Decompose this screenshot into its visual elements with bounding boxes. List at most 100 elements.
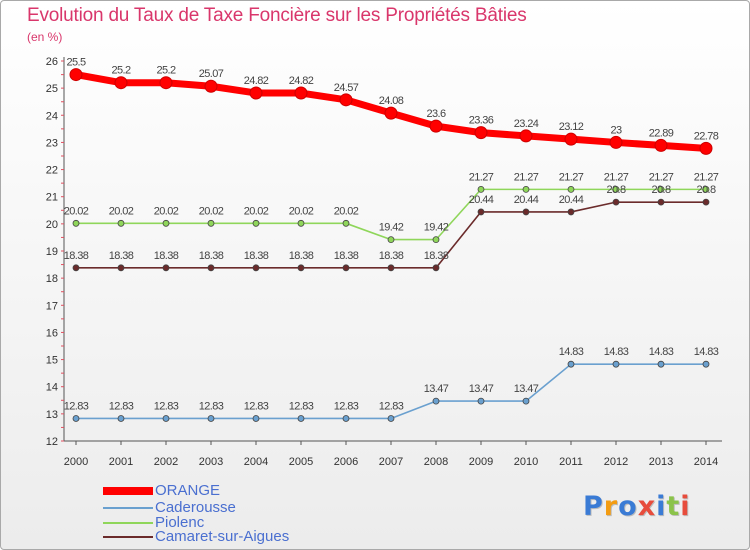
y-tick-label: 19 <box>46 246 58 258</box>
x-tick-label: 2003 <box>199 456 223 468</box>
data-label: 21.27 <box>694 171 719 183</box>
data-label: 18.38 <box>424 250 449 262</box>
x-tick-label: 2010 <box>514 456 538 468</box>
data-label: 20.44 <box>559 194 584 206</box>
data-point <box>162 415 170 422</box>
data-label: 24.82 <box>244 75 269 87</box>
data-label: 13.47 <box>514 383 539 395</box>
data-label: 18.38 <box>379 250 404 262</box>
y-tick-label: 25 <box>46 83 58 95</box>
data-point <box>342 219 350 227</box>
data-point <box>162 264 170 272</box>
data-point <box>252 415 260 422</box>
y-tick-label: 16 <box>46 327 58 339</box>
data-point <box>432 397 440 405</box>
y-tick-label: 24 <box>46 110 58 122</box>
data-label: 23.12 <box>559 121 584 133</box>
y-tick-label: 23 <box>46 137 58 149</box>
data-label: 12.83 <box>154 400 179 412</box>
data-point <box>522 397 530 405</box>
series-layer <box>69 68 713 422</box>
data-label: 20.44 <box>514 194 539 206</box>
data-label: 25.2 <box>156 65 175 77</box>
chart-title: Evolution du Taux de Taxe Foncière sur l… <box>27 5 527 26</box>
legend-swatch <box>103 536 153 538</box>
data-point <box>117 415 125 422</box>
legend-label: Piolenc <box>155 514 205 531</box>
data-point <box>612 360 620 368</box>
y-tick-label: 15 <box>46 355 58 367</box>
data-label: 20.02 <box>244 205 269 217</box>
data-label: 13.47 <box>424 383 449 395</box>
data-point <box>204 79 218 93</box>
y-tick-label: 14 <box>46 382 58 394</box>
data-point <box>339 93 353 107</box>
data-point <box>252 219 260 227</box>
data-point <box>702 198 710 206</box>
data-point <box>702 185 710 193</box>
data-point <box>159 76 173 90</box>
data-label: 18.38 <box>154 250 179 262</box>
legend-swatch <box>103 507 153 509</box>
y-tick-label: 20 <box>46 219 58 231</box>
data-point <box>249 86 263 100</box>
data-label: 21.27 <box>559 171 584 183</box>
data-point <box>477 208 485 216</box>
x-tick-label: 2009 <box>469 456 493 468</box>
data-label: 19.42 <box>424 222 449 234</box>
data-point <box>657 198 665 206</box>
data-label: 18.38 <box>334 250 359 262</box>
data-label: 24.82 <box>289 75 314 87</box>
data-label: 20.02 <box>154 205 179 217</box>
data-label: 24.08 <box>379 95 404 107</box>
data-point <box>612 198 620 206</box>
data-label: 20.44 <box>469 194 494 206</box>
data-label: 14.83 <box>604 346 629 358</box>
y-tick-label: 22 <box>46 165 58 177</box>
data-label: 21.27 <box>469 171 494 183</box>
data-label: 18.38 <box>64 250 89 262</box>
data-label: 13.47 <box>469 383 494 395</box>
data-label: 25.2 <box>111 65 130 77</box>
x-tick-label: 2001 <box>109 456 133 468</box>
data-label: 20.8 <box>606 184 625 196</box>
data-label: 20.02 <box>289 205 314 217</box>
data-point <box>654 138 668 152</box>
data-label: 12.83 <box>199 400 224 412</box>
data-label: 20.02 <box>109 205 134 217</box>
data-label: 25.5 <box>66 57 85 69</box>
axes: 12 13 14 15 16 17 18 19 20 21 22 23 24 25 26 2000 2001 20… <box>46 56 722 468</box>
data-point <box>252 264 260 272</box>
data-point <box>522 208 530 216</box>
data-point <box>387 415 395 422</box>
proxiti-logo: Proxiti <box>583 491 691 522</box>
data-point <box>387 264 395 272</box>
data-point <box>477 397 485 405</box>
data-point <box>207 264 215 272</box>
data-point <box>387 236 395 244</box>
data-point <box>609 135 623 149</box>
data-point <box>657 360 665 368</box>
data-point <box>522 185 530 193</box>
data-label: 12.83 <box>334 400 359 412</box>
legend-swatch <box>103 487 153 495</box>
legend-label: Camaret-sur-Aigues <box>155 528 290 545</box>
data-label: 24.57 <box>334 82 359 94</box>
data-point <box>432 264 440 272</box>
data-point <box>297 264 305 272</box>
data-label: 12.83 <box>244 400 269 412</box>
data-point <box>564 132 578 146</box>
x-tick-label: 2004 <box>244 456 268 468</box>
x-tick-label: 2006 <box>334 456 358 468</box>
y-tick-label: 13 <box>46 409 58 421</box>
data-point <box>72 264 80 272</box>
data-point <box>384 106 398 120</box>
data-point <box>567 208 575 216</box>
data-point <box>117 219 125 227</box>
data-point <box>69 68 83 82</box>
x-tick-label: 2002 <box>154 456 178 468</box>
data-label: 12.83 <box>64 400 89 412</box>
y-tick-label: 12 <box>46 436 58 448</box>
